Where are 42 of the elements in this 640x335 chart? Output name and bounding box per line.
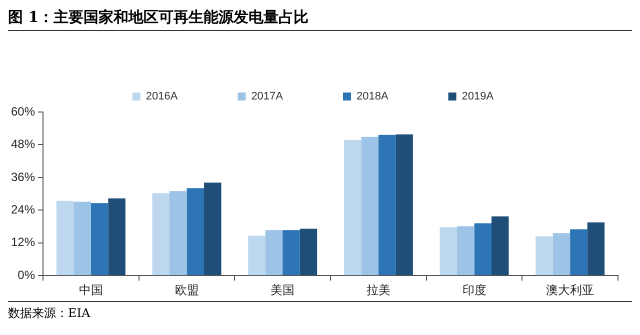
legend-label: 2018A [356, 90, 389, 103]
bar [378, 134, 396, 276]
x-tick-label: 印度 [462, 283, 486, 298]
bar [552, 233, 570, 276]
x-tick-label: 澳大利亚 [546, 283, 594, 298]
y-tick-label: 36% [10, 170, 36, 184]
bar [265, 230, 283, 276]
bar [90, 203, 108, 276]
bar [152, 193, 170, 276]
bar [282, 230, 300, 276]
legend-label: 2017A [251, 90, 284, 103]
bar [474, 223, 492, 276]
x-tick-label: 拉美 [366, 283, 390, 298]
x-tick-label: 欧盟 [174, 283, 199, 298]
bar [536, 236, 553, 276]
bar [587, 222, 605, 276]
bar [300, 228, 318, 276]
bar [56, 200, 74, 276]
y-tick-label: 48% [10, 137, 36, 152]
legend-label: 2019A [462, 90, 494, 103]
bar [457, 226, 474, 276]
y-tick-label: 60% [10, 104, 36, 118]
bar [108, 198, 126, 276]
bar [248, 236, 266, 276]
bar [440, 227, 458, 276]
bar [204, 182, 222, 276]
bar [396, 134, 413, 276]
chart-title: 图 1：主要国家和地区可再生能源发电量占比 [8, 8, 632, 31]
source-note: 数据来源：EIA [8, 305, 92, 322]
y-tick-label: 24% [10, 202, 36, 216]
y-tick-label: 12% [10, 235, 36, 250]
bar [344, 140, 362, 276]
legend-label: 2016A [146, 90, 178, 103]
x-tick-label: 美国 [270, 283, 295, 298]
bar [74, 202, 91, 276]
bar [170, 191, 187, 276]
bar [186, 188, 204, 276]
x-tick-label: 中国 [78, 283, 103, 298]
bar [570, 229, 588, 276]
y-tick-label: 0% [18, 268, 36, 282]
bar [361, 136, 378, 276]
bar [492, 216, 509, 276]
